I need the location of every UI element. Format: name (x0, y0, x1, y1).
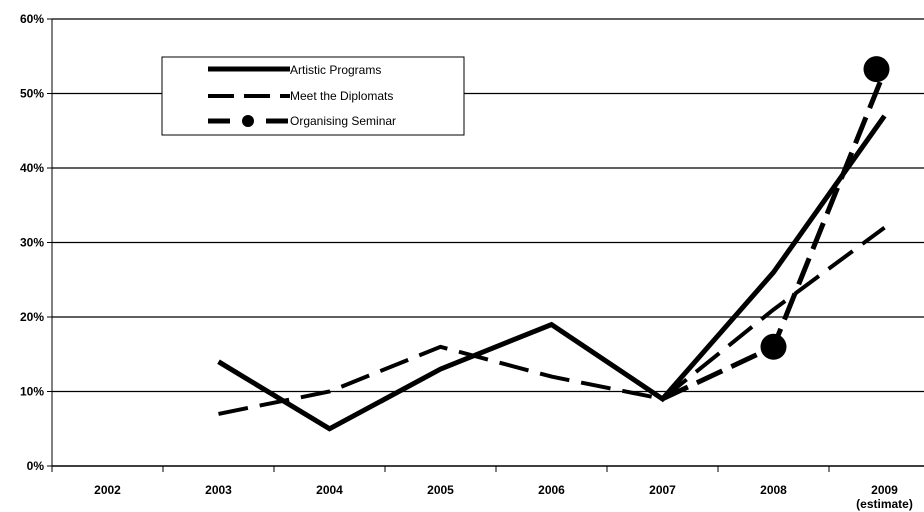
x-tick-label: 2007 (649, 483, 676, 497)
legend-label-meet-the-diplomats: Meet the Diplomats (290, 89, 393, 103)
series-marker-point (760, 333, 787, 360)
axes (51, 19, 924, 467)
y-tick-label: 10% (20, 385, 44, 399)
legend-swatch-organising-seminar-marker (242, 115, 254, 127)
x-tick-label: 2003 (205, 483, 232, 497)
x-tick-label: 2009 (871, 483, 898, 497)
legend-label-artistic-programs: Artistic Programs (290, 63, 381, 77)
x-tick-label: 2008 (760, 483, 787, 497)
x-tick-label: 2002 (94, 483, 121, 497)
y-tick-label: 30% (20, 236, 44, 250)
x-tick-label: 2004 (316, 483, 343, 497)
y-tick-labels: 0% 10% 20% 30% 40% 50% 60% (20, 12, 44, 473)
y-tick-label: 60% (20, 12, 44, 26)
y-tick-label: 20% (20, 310, 44, 324)
x-tick-sublabel: (estimate) (856, 497, 913, 511)
x-tick-label: 2005 (427, 483, 454, 497)
series-line-artistic-programs (217, 114, 887, 432)
gridlines (47, 18, 924, 472)
series-lines (217, 56, 890, 432)
x-tick-label: 2006 (538, 483, 565, 497)
series-marker-point (863, 56, 890, 83)
series-line-meet-the-diplomats (218, 225, 886, 416)
legend-label-organising-seminar: Organising Seminar (290, 114, 396, 128)
y-tick-label: 40% (20, 161, 44, 175)
x-tick-labels: 2002 2003 2004 2005 2006 2007 2008 2009(estimat… (94, 483, 913, 511)
y-tick-label: 0% (27, 459, 45, 473)
legend: Artistic Programs Meet the Diplomats Org… (161, 56, 465, 136)
y-tick-label: 50% (20, 87, 44, 101)
